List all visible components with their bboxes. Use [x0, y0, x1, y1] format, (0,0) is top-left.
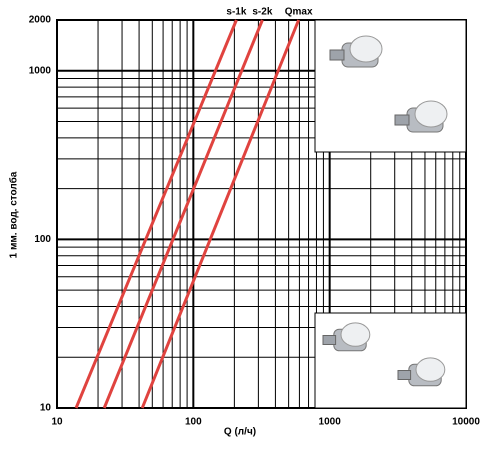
- valve-pipe: [394, 114, 410, 126]
- valve-head: [349, 35, 383, 63]
- y-tick-label: 2000: [29, 15, 52, 26]
- photo-panel: [314, 312, 467, 409]
- y-tick-label: 10: [40, 403, 52, 414]
- valve-head: [414, 100, 448, 128]
- valve-pipe: [397, 370, 412, 380]
- series-label: s-2k: [252, 7, 272, 18]
- x-axis-label: Q (л/ч): [224, 427, 256, 438]
- series-line: [74, 19, 238, 409]
- x-tick-label: 10: [51, 417, 63, 428]
- valve-head: [415, 357, 446, 382]
- series-label: s-1k: [226, 7, 246, 18]
- series-label: Qmax: [285, 7, 313, 18]
- x-tick-label: 1000: [319, 417, 342, 428]
- photo-panel: [314, 19, 467, 153]
- series-line: [140, 19, 301, 409]
- y-tick-label: 100: [34, 234, 51, 245]
- y-axis-label: 1 мм. вод. столба: [8, 171, 20, 258]
- y-tick-label: 1000: [29, 65, 52, 76]
- series-line: [102, 19, 264, 409]
- x-tick-label: 10000: [452, 417, 480, 428]
- x-tick-label: 100: [185, 417, 202, 428]
- valve-head: [340, 322, 371, 347]
- valve-pipe: [322, 335, 337, 345]
- valve-pipe: [329, 49, 345, 61]
